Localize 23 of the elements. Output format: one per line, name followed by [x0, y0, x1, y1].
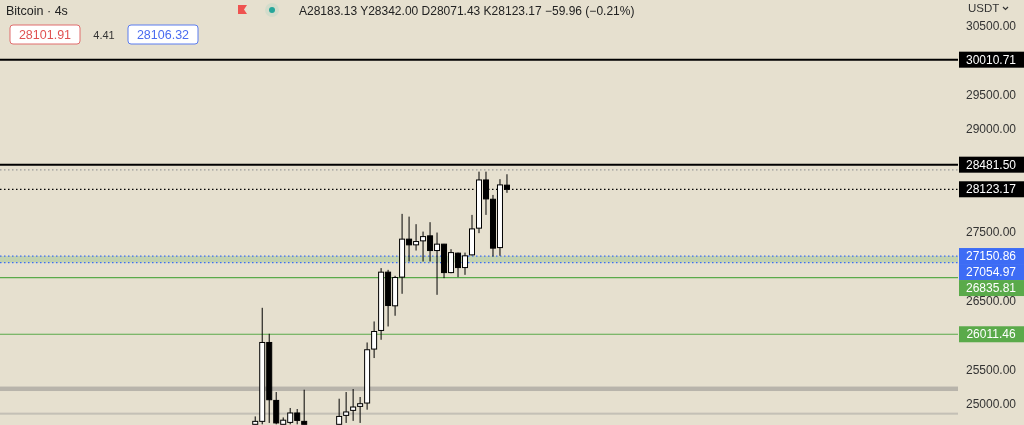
candlestick [336, 398, 343, 425]
ref-line-label: 26835.81 [965, 281, 1017, 296]
ref-line-label: 28123.17 [965, 182, 1017, 197]
ref-line-label: 27054.97 [965, 265, 1017, 280]
ref-line-label: 27150.86 [965, 249, 1017, 264]
y-tick-label: 25000.00 [965, 396, 1017, 411]
candlestick [343, 391, 350, 424]
y-axis-title: USDT [968, 2, 1000, 14]
y-tick-label: 27500.00 [965, 225, 1017, 240]
chart-title: Bitcoin · 4s [6, 4, 68, 18]
y-tick-label: 25500.00 [965, 362, 1017, 377]
annotation: 28101.91 [18, 28, 72, 43]
candlestick [301, 389, 308, 425]
ref-line-label: 30010.71 [965, 52, 1017, 67]
y-tick-label: 26500.00 [965, 293, 1017, 308]
annotation: A28183.13 Y28342.00 D28071.43 K28123.17 −59.96 (−0.21%) [299, 4, 635, 18]
ref-line-label: 26011.46 [966, 327, 1016, 342]
annotation: 4.41 [93, 28, 115, 41]
y-tick-label: 29000.00 [965, 122, 1017, 137]
ref-line-label: 28481.50 [965, 157, 1017, 172]
y-tick-label: 30500.00 [965, 19, 1017, 34]
annotation: 28106.32 [136, 28, 190, 43]
y-tick-label: 29500.00 [965, 87, 1017, 102]
